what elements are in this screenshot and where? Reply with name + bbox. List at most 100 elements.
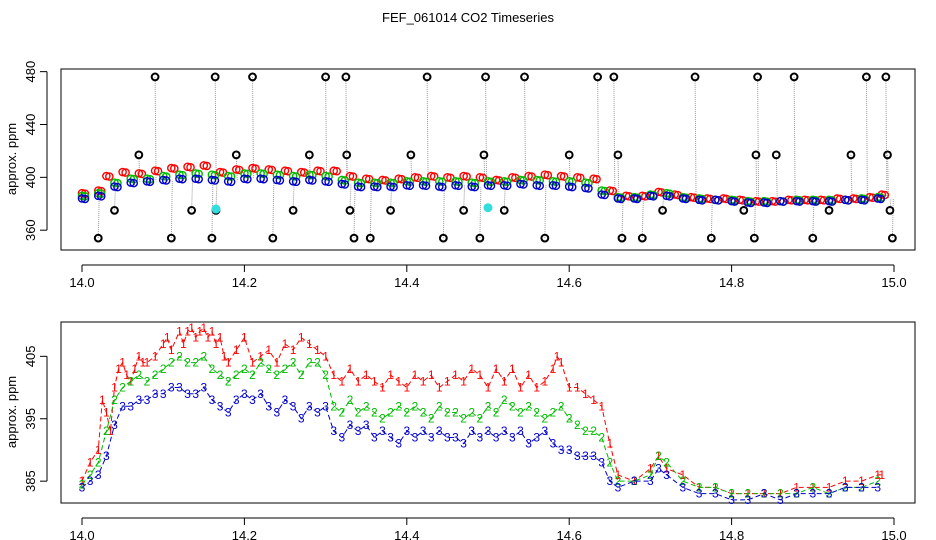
bottom-series-1-point: 1 xyxy=(241,331,248,345)
bottom-series-2-point: 2 xyxy=(874,474,881,488)
bottom-series-3-point: 3 xyxy=(290,399,297,413)
top-outlier-point xyxy=(499,205,509,215)
bottom-series-2-point: 2 xyxy=(209,362,216,376)
top-series-1-point xyxy=(849,194,858,203)
bottom-series-3-point: 3 xyxy=(874,480,881,494)
bottom-series-1-point: 1 xyxy=(200,321,207,335)
bottom-series-3-point: 3 xyxy=(436,424,443,438)
bottom-x-tick-label: 14.4 xyxy=(394,528,419,540)
top-series-3-point xyxy=(223,176,233,186)
bottom-series-1-point: 1 xyxy=(485,381,492,395)
top-outlier-point xyxy=(248,72,257,82)
top-drop-line xyxy=(621,198,624,239)
top-drop-line xyxy=(889,198,892,211)
bottom-series-2-point: 2 xyxy=(298,368,305,382)
bottom-series-1-point: 1 xyxy=(777,487,784,501)
top-series-1-point xyxy=(348,172,358,181)
top-series-1-point xyxy=(426,171,436,181)
bottom-series-1-point: 1 xyxy=(184,324,191,338)
top-outlier-point xyxy=(883,150,892,160)
top-series-3-point xyxy=(730,197,739,206)
top-x-tick-label: 15.0 xyxy=(881,275,906,290)
bottom-series-2-point: 2 xyxy=(493,406,500,420)
top-series-1-point xyxy=(689,193,699,202)
top-series-3-point xyxy=(502,181,512,191)
bottom-series-3-point: 3 xyxy=(265,399,272,413)
top-series-3-point xyxy=(697,195,707,205)
top-series-1-point xyxy=(868,193,877,202)
top-series-1-point xyxy=(816,195,826,205)
top-outlier-point xyxy=(749,233,759,243)
bottom-series-3-point: 3 xyxy=(485,424,492,438)
bottom-series-2-point: 2 xyxy=(371,406,378,420)
bottom-series-3-point: 3 xyxy=(184,387,191,401)
bottom-series-1-point: 1 xyxy=(99,393,106,407)
bottom-series-2-point: 2 xyxy=(274,368,281,382)
bottom-series-2-point: 2 xyxy=(265,362,272,376)
top-axis-ticks: 14.0 14.2 14.4 14.6 14.8 15.0 360 400 440 480 xyxy=(23,61,907,290)
top-outlier-point xyxy=(288,205,298,215)
top-series-1-point xyxy=(589,174,598,183)
bottom-series-3-point: 3 xyxy=(793,487,800,501)
top-outlier-point xyxy=(349,233,359,243)
top-series-3-point xyxy=(499,180,509,190)
bottom-series-1-point: 1 xyxy=(858,474,865,488)
bottom-series-1-point: 1 xyxy=(606,437,613,451)
top-drop-line xyxy=(793,76,796,202)
top-series-3-point xyxy=(77,194,87,203)
top-panel: 14.0 14.2 14.4 14.6 14.8 15.0 360 400 440 480 app… xyxy=(4,61,916,290)
top-outlier-point xyxy=(479,150,489,160)
top-series-1-point xyxy=(787,195,796,205)
bottom-x-tick-label: 15.0 xyxy=(881,528,906,540)
top-series-1-point xyxy=(429,172,439,181)
bottom-series-1-point: 1 xyxy=(663,462,670,476)
top-series-1-point xyxy=(150,166,160,176)
top-series-1-point xyxy=(105,172,114,181)
bottom-series-3-point: 3 xyxy=(550,437,557,451)
top-series-1-point xyxy=(361,174,371,183)
bottom-series-2-point: 2 xyxy=(517,406,524,420)
top-series-3-point xyxy=(681,194,691,204)
top-outlier-point xyxy=(706,233,716,243)
bottom-series-2-point: 2 xyxy=(728,487,735,501)
top-flagged-point xyxy=(211,204,221,214)
bottom-series-1-point: 1 xyxy=(387,368,394,382)
bottom-series-2-point: 2 xyxy=(696,480,703,494)
bottom-series-2-point: 2 xyxy=(290,356,297,370)
top-drop-line xyxy=(544,185,547,239)
top-outlier-point xyxy=(885,205,895,215)
bottom-series-2-point: 2 xyxy=(127,374,134,388)
top-outlier-point xyxy=(861,72,871,82)
bottom-series-2-point: 2 xyxy=(249,368,256,382)
top-drop-line xyxy=(214,76,217,180)
top-drop-line xyxy=(272,179,275,239)
top-outlier-point xyxy=(771,150,781,160)
bottom-series-2-point: 2 xyxy=(793,487,800,501)
bottom-series-1-point: 1 xyxy=(330,368,337,382)
bottom-series-3-point: 3 xyxy=(777,493,784,507)
bottom-series-1-point: 1 xyxy=(79,474,86,488)
top-series-3-point xyxy=(402,180,412,190)
top-plot-frame xyxy=(60,68,916,251)
bottom-series-3-point: 3 xyxy=(395,437,402,451)
top-series-3-point xyxy=(454,181,463,191)
bottom-series-2-point: 2 xyxy=(135,368,142,382)
bottom-series-2-point: 2 xyxy=(590,424,597,438)
top-series-3-point xyxy=(240,174,249,183)
bottom-series-3-line xyxy=(81,386,878,501)
top-outlier-point xyxy=(658,205,667,215)
bottom-x-tick-label: 14.2 xyxy=(232,528,257,540)
top-series-3-point xyxy=(483,180,493,190)
bottom-y-axis-label: approx. ppm xyxy=(4,376,19,448)
bottom-series-2-point: 2 xyxy=(160,362,167,376)
top-series-3-point xyxy=(272,175,282,185)
top-y-tick-label: 480 xyxy=(23,61,38,83)
bottom-series-2-point: 2 xyxy=(558,399,565,413)
top-series-3-point xyxy=(584,184,593,193)
bottom-series-3-point: 3 xyxy=(525,437,532,451)
top-series-1-point xyxy=(410,173,420,182)
top-outlier-point xyxy=(881,72,891,82)
top-series-1-point xyxy=(381,176,390,185)
bottom-series-1-point: 1 xyxy=(509,362,516,376)
bottom-series-3-point: 3 xyxy=(517,424,524,438)
